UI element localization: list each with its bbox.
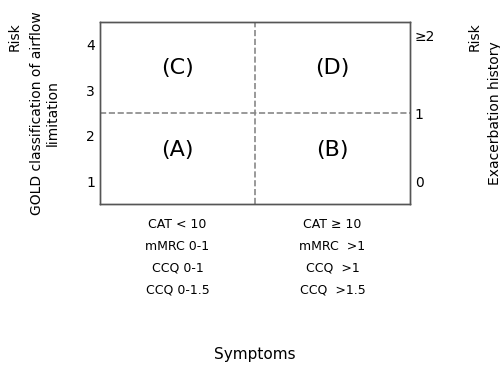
Text: CAT < 10: CAT < 10 (148, 218, 206, 231)
Text: CAT ≥ 10: CAT ≥ 10 (304, 218, 362, 231)
Text: CCQ  >1: CCQ >1 (306, 262, 360, 275)
Text: CCQ 0-1: CCQ 0-1 (152, 262, 204, 275)
Text: (B): (B) (316, 140, 349, 160)
Text: GOLD classification of airflow
limitation: GOLD classification of airflow limitatio… (30, 11, 60, 215)
Text: Symptoms: Symptoms (214, 346, 296, 362)
Text: (D): (D) (316, 58, 350, 77)
Text: CCQ  >1.5: CCQ >1.5 (300, 284, 366, 297)
Text: CCQ 0-1.5: CCQ 0-1.5 (146, 284, 210, 297)
Text: Risk: Risk (8, 22, 22, 51)
Text: mMRC 0-1: mMRC 0-1 (146, 240, 210, 253)
Text: Exacerbation history: Exacerbation history (488, 41, 500, 185)
Text: Risk: Risk (468, 22, 482, 51)
Text: (C): (C) (161, 58, 194, 77)
Text: mMRC  >1: mMRC >1 (300, 240, 366, 253)
Text: (A): (A) (161, 140, 194, 160)
